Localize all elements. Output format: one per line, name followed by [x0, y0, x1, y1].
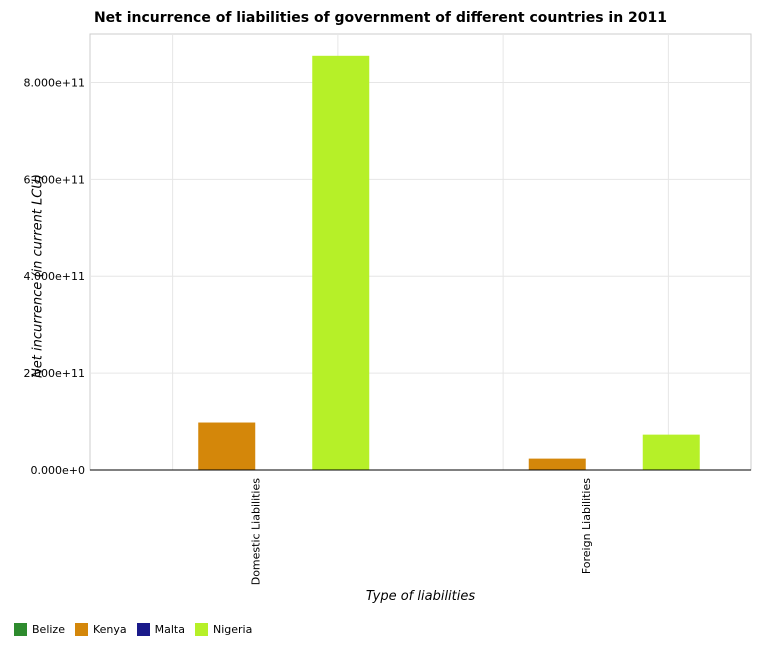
y-tick-label: 4.000e+11	[24, 270, 85, 283]
legend-item-nigeria: Nigeria	[194, 623, 253, 636]
legend-item-belize: Belize	[14, 623, 65, 636]
bar-nigeria-foreign	[642, 434, 700, 470]
legend-swatch	[194, 623, 208, 636]
legend: Belize Kenya Malta Nigeria	[14, 623, 252, 636]
x-tick-label: Domestic Liabilities	[249, 478, 262, 586]
bar-kenya-domestic	[198, 422, 256, 470]
bar-nigeria-domestic	[312, 55, 370, 471]
x-tick-label: Foreign Liabilities	[580, 478, 593, 574]
legend-label: Kenya	[92, 623, 127, 636]
legend-swatch	[74, 623, 88, 636]
chart-title: Net incurrence of liabilities of governm…	[93, 10, 668, 26]
legend-label: Nigeria	[212, 623, 253, 636]
legend-swatch	[14, 623, 27, 636]
y-tick-label: 0.000e+0	[31, 464, 85, 477]
x-axis-label: Type of liabilities	[365, 589, 476, 604]
legend-item-malta: Malta	[136, 623, 185, 636]
legend-item-kenya: Kenya	[74, 623, 127, 636]
y-tick-label: 8.000e+11	[24, 76, 85, 89]
legend-swatch	[136, 623, 150, 636]
y-tick-label: 6.000e+11	[24, 173, 85, 186]
legend-label: Belize	[32, 623, 65, 636]
legend-label: Malta	[154, 623, 185, 636]
bar-kenya-foreign	[528, 458, 586, 470]
y-tick-label: 2.000e+11	[24, 367, 85, 380]
plot-frame	[89, 33, 752, 471]
